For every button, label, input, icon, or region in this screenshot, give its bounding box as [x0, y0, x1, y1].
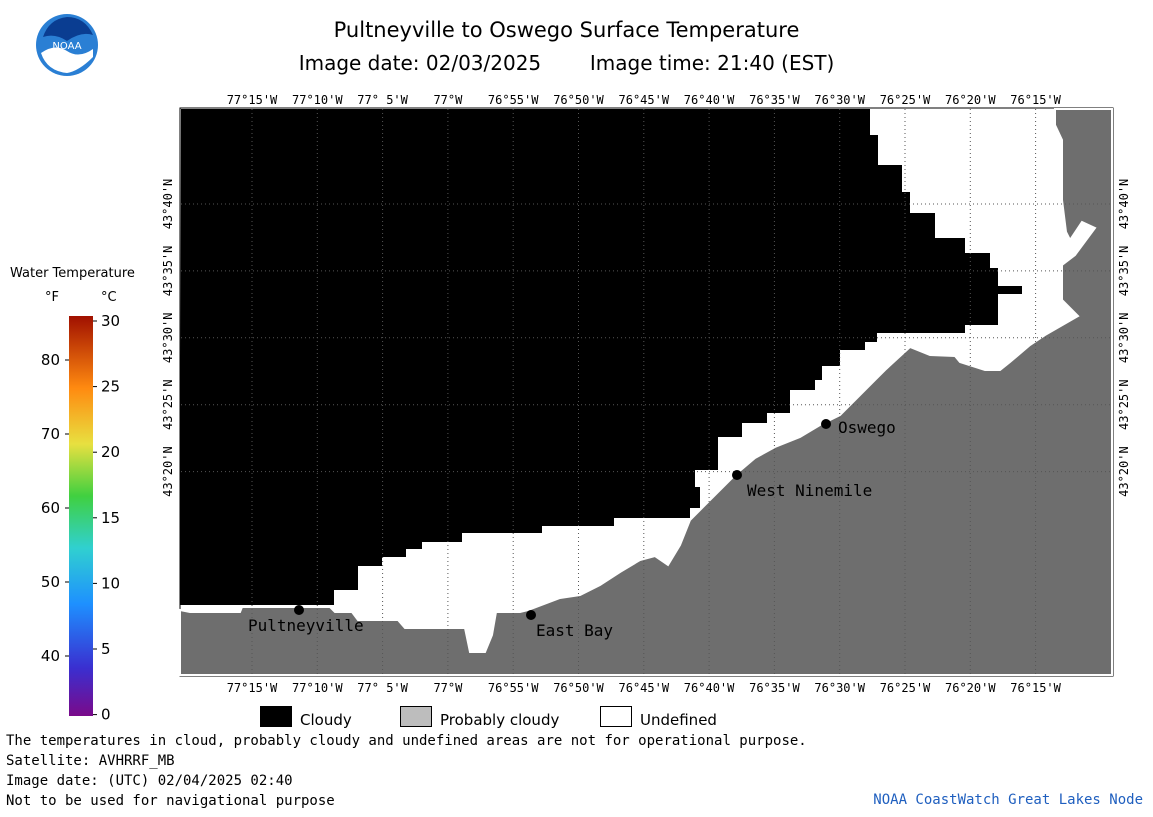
- lat-label: 43°25'N: [1117, 379, 1131, 430]
- legend-title: Water Temperature: [10, 266, 135, 281]
- lon-label: 77°W: [433, 93, 463, 107]
- lon-label: 76°30'W: [814, 681, 865, 695]
- lon-label: 77°10'W: [292, 93, 343, 107]
- latitude-labels-right: 43°40'N 43°35'N 43°30'N 43°25'N 43°20'N: [1117, 179, 1131, 497]
- cloud-area: [180, 109, 1022, 605]
- lon-label: 76°40'W: [684, 681, 735, 695]
- lon-label: 76°55'W: [488, 681, 539, 695]
- lon-label: 76°20'W: [945, 681, 996, 695]
- key-swatch-cloudy: [260, 706, 292, 727]
- lon-label: 76°45'W: [619, 93, 670, 107]
- map-frame: [179, 107, 1114, 677]
- legend-f-tick: 80: [41, 351, 60, 369]
- longitude-labels-top: 77°15'W 77°10'W 77° 5'W 77°W 76°55'W 76°50'W 7…: [227, 93, 1062, 107]
- lon-label: 76°35'W: [749, 93, 800, 107]
- lon-label: 77°15'W: [227, 681, 278, 695]
- place-marker-west-ninemile: [732, 470, 742, 480]
- image-time: Image time: 21:40 (EST): [589, 51, 835, 75]
- lon-label: 77° 5'W: [357, 681, 408, 695]
- satellite-info: Satellite: AVHRRF_MB: [6, 753, 175, 769]
- temperature-legend: Water Temperature °F °C 8070605040302520…: [10, 266, 135, 724]
- key-swatch-undefined: [600, 706, 632, 727]
- lat-label: 43°40'N: [161, 179, 175, 230]
- legend-c-tick: 0: [101, 706, 111, 724]
- legend-c-tick: 15: [101, 509, 120, 527]
- logo-text: NOAA: [52, 41, 81, 52]
- place-label-east-bay: East Bay: [536, 621, 613, 640]
- lat-label: 43°40'N: [1117, 179, 1131, 230]
- lon-label: 76°45'W: [619, 681, 670, 695]
- disclaimer-note: The temperatures in cloud, probably clou…: [6, 733, 807, 749]
- lat-label: 43°20'N: [1117, 446, 1131, 497]
- lon-label: 76°55'W: [488, 93, 539, 107]
- lat-label: 43°20'N: [161, 446, 175, 497]
- color-scale-bar: [69, 316, 93, 716]
- lon-label: 77°10'W: [292, 681, 343, 695]
- lon-label: 76°40'W: [684, 93, 735, 107]
- lat-label: 43°35'N: [161, 246, 175, 297]
- map-title: Pultneyville to Oswego Surface Temperatu…: [333, 18, 800, 42]
- place-label-west-ninemile: West Ninemile: [747, 481, 872, 500]
- lat-lon-grid: [181, 109, 1112, 675]
- image-datetime: Image date: 02/03/2025 Image time: 21:40…: [0, 51, 1143, 75]
- lon-label: 76°25'W: [880, 681, 931, 695]
- lon-label: 76°15'W: [1010, 681, 1061, 695]
- lat-label: 43°30'N: [1117, 313, 1131, 364]
- key-label-undefined: Undefined: [640, 711, 717, 729]
- lon-label: 76°35'W: [749, 681, 800, 695]
- credit-text: NOAA CoastWatch Great Lakes Node: [873, 792, 1143, 808]
- utc-image-date: Image date: (UTC) 02/04/2025 02:40: [6, 773, 293, 789]
- place-label-oswego: Oswego: [838, 418, 896, 437]
- lon-label: 76°50'W: [553, 681, 604, 695]
- lat-label: 43°25'N: [161, 379, 175, 430]
- lon-label: 77°15'W: [227, 93, 278, 107]
- lon-label: 76°50'W: [553, 93, 604, 107]
- place-marker-oswego: [821, 419, 831, 429]
- place-label-pultneyville: Pultneyville: [248, 616, 364, 635]
- legend-c-tick: 10: [101, 574, 120, 592]
- lon-label: 76°25'W: [880, 93, 931, 107]
- place-marker-pultneyville: [294, 605, 304, 615]
- land-area: [179, 108, 1113, 676]
- lon-label: 77° 5'W: [357, 93, 408, 107]
- key-label-cloudy: Cloudy: [300, 711, 352, 729]
- legend-c-tick: 5: [101, 640, 111, 658]
- legend-f-tick: 70: [41, 425, 60, 443]
- key-label-probably-cloudy: Probably cloudy: [440, 711, 560, 729]
- lon-label: 77°W: [433, 681, 463, 695]
- noaa-logo: NOAA: [36, 14, 98, 76]
- place-marker-east-bay: [526, 610, 536, 620]
- legend-c-tick: 30: [101, 312, 120, 330]
- legend-c-tick: 25: [101, 378, 120, 396]
- lat-label: 43°30'N: [161, 313, 175, 364]
- legend-c-tick: 20: [101, 443, 120, 461]
- lon-label: 76°30'W: [814, 93, 865, 107]
- lon-label: 76°20'W: [945, 93, 996, 107]
- legend-unit-c: °C: [101, 290, 117, 305]
- legend-f-tick: 50: [41, 573, 60, 591]
- key-swatch-probably-cloudy: [400, 706, 432, 727]
- latitude-labels-left: 43°40'N 43°35'N 43°30'N 43°25'N 43°20'N: [161, 179, 175, 497]
- lat-label: 43°35'N: [1117, 246, 1131, 297]
- legend-f-tick: 60: [41, 499, 60, 517]
- image-date: Image date: 02/03/2025: [298, 51, 542, 75]
- legend-unit-f: °F: [45, 290, 59, 305]
- navigation-warning: Not to be used for navigational purpose: [6, 793, 335, 809]
- lon-label: 76°15'W: [1010, 93, 1061, 107]
- legend-f-tick: 40: [41, 647, 60, 665]
- longitude-labels-bottom: 77°15'W 77°10'W 77° 5'W 77°W 76°55'W 76°50'W 7…: [227, 681, 1062, 695]
